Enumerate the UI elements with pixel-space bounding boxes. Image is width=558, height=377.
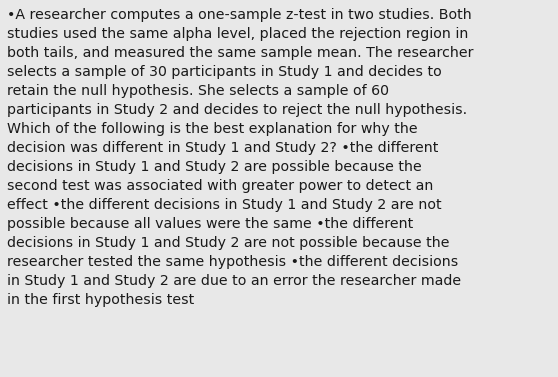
Text: •A researcher computes a one-sample z-test in two studies. Both
studies used the: •A researcher computes a one-sample z-te… [7,8,473,307]
